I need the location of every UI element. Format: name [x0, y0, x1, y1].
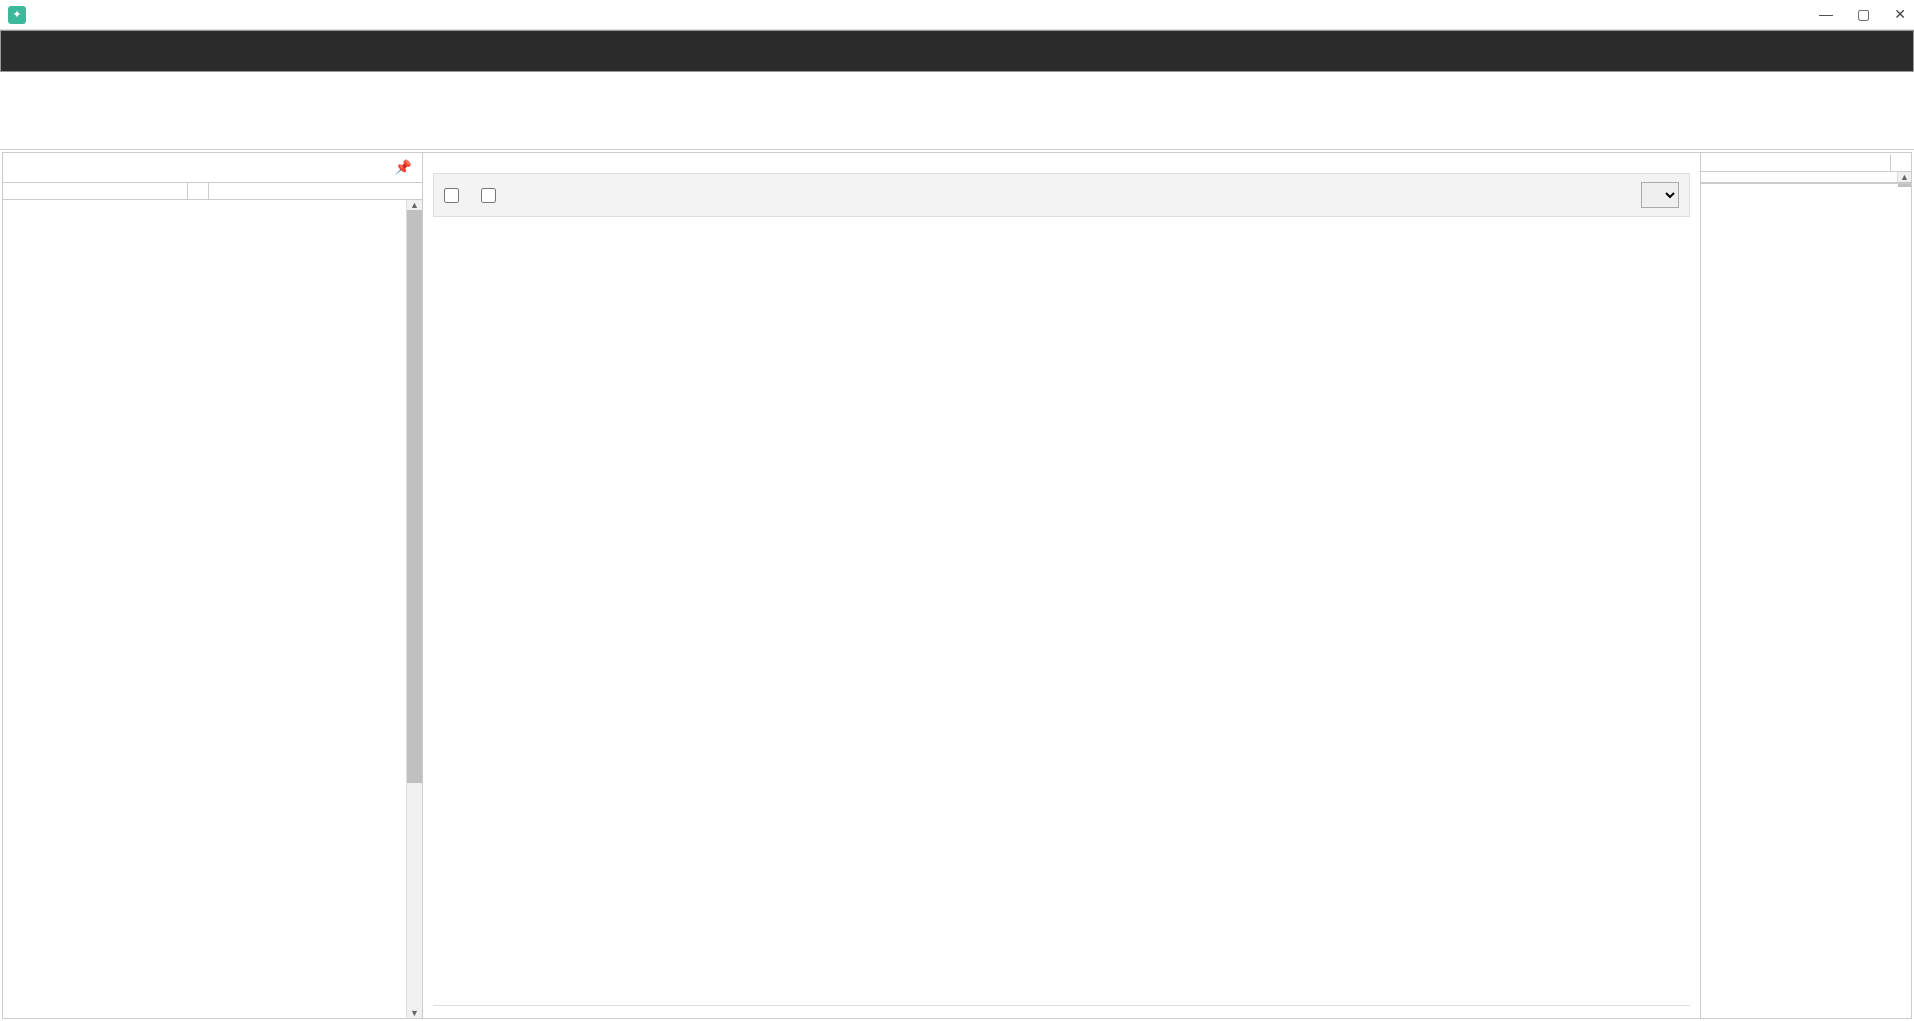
chart-toolbar	[433, 173, 1690, 217]
chart-panel	[423, 153, 1701, 1018]
app-icon: ✦	[8, 6, 26, 24]
set-target-checkbox[interactable]	[444, 188, 465, 203]
tree-body: ▲ ▼	[3, 200, 422, 1018]
info-header	[1701, 153, 1911, 172]
main-tabs	[0, 30, 1914, 72]
info-options-tab[interactable]	[1890, 153, 1911, 171]
pin-icon[interactable]: 📌	[395, 159, 412, 176]
info-scrollbar[interactable]: ▲	[1897, 172, 1911, 182]
schedule-panel: 📌 ▲ ▼	[3, 153, 423, 1018]
chart-bottom-tabs	[433, 1005, 1690, 1018]
close-button[interactable]: ✕	[1894, 6, 1906, 23]
ribbon	[0, 72, 1914, 150]
workspace: 📌 ▲ ▼	[2, 152, 1912, 1019]
tree-header	[3, 183, 422, 200]
titlebar: ✦ — ▢ ✕	[0, 0, 1914, 30]
col-description[interactable]	[188, 183, 209, 199]
lock-x-checkbox[interactable]	[481, 188, 502, 203]
schedule-panel-header: 📌	[3, 153, 422, 183]
chart-title	[433, 159, 1690, 173]
chart-area	[433, 217, 1690, 1005]
bar-width-select[interactable]	[1641, 182, 1679, 208]
minimize-button[interactable]: —	[1819, 6, 1833, 23]
info-table	[1701, 172, 1897, 182]
info-title	[1701, 154, 1890, 170]
tree-scrollbar[interactable]: ▲ ▼	[406, 200, 422, 1018]
distribution-chart	[443, 237, 1680, 677]
window-controls: — ▢ ✕	[1819, 6, 1906, 23]
info-panel: ▲	[1701, 153, 1911, 1018]
maximize-button[interactable]: ▢	[1857, 6, 1870, 23]
col-id[interactable]	[3, 183, 188, 199]
legend-panel	[1701, 183, 1911, 208]
